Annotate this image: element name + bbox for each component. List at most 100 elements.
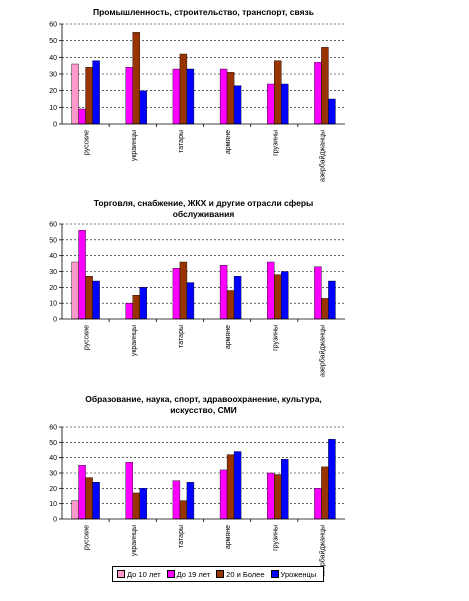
bar [71, 500, 79, 520]
chart-title: Образование, наука, спорт, здравоохранен… [85, 394, 322, 404]
legend-swatch [270, 570, 279, 578]
category-label: украинцы [131, 325, 138, 356]
category-label: азербайджанцы [318, 130, 326, 182]
category-label: украинцы [131, 525, 138, 556]
bar [274, 474, 282, 520]
y-tick-label: 60 [49, 222, 57, 229]
category-label: татары [178, 325, 185, 348]
bar [233, 85, 242, 125]
bar [179, 261, 188, 320]
y-tick-label: 60 [49, 425, 57, 432]
bar [267, 261, 275, 320]
bar [281, 83, 289, 125]
y-tick-label: 0 [53, 122, 57, 129]
category-label: грузины [272, 525, 279, 551]
category-label: русские [84, 525, 91, 550]
y-tick-label: 20 [49, 88, 57, 95]
category-label: украинцы [131, 130, 138, 161]
bar [85, 67, 93, 125]
bar [219, 264, 228, 320]
bar [92, 482, 100, 520]
y-tick-label: 40 [49, 253, 57, 260]
bar [172, 68, 181, 125]
y-tick-label: 30 [49, 72, 57, 79]
bar [92, 60, 100, 125]
category-label: татары [178, 525, 185, 548]
legend-swatch [216, 570, 225, 578]
bar [179, 500, 188, 520]
bar [125, 302, 133, 320]
bar [314, 266, 322, 320]
y-tick-label: 50 [49, 38, 57, 45]
chart-title: Промышленность, строительство, транспорт… [93, 7, 314, 17]
category-label: русские [84, 130, 91, 155]
bar [267, 472, 275, 520]
bar [281, 271, 289, 320]
chart-title: Торговля, снабжение, ЖКХ и другие отрасл… [94, 198, 314, 208]
y-tick-label: 50 [49, 237, 57, 244]
legend-item-20-plus: 20 и Более [216, 569, 265, 579]
bar [267, 83, 275, 125]
legend-item-natives: Уроженцы [270, 569, 317, 579]
bar [186, 482, 195, 520]
bar [314, 488, 322, 520]
bar [219, 68, 228, 125]
y-tick-label: 0 [53, 517, 57, 524]
bar [226, 454, 235, 520]
bar [281, 459, 289, 520]
bar [85, 276, 93, 320]
y-tick-label: 20 [49, 285, 57, 292]
bar [139, 287, 147, 320]
bar [186, 282, 195, 320]
y-tick-label: 40 [49, 455, 57, 462]
bar [233, 276, 242, 320]
legend: До 10 лет До 19 лет 20 и Более Уроженцы [112, 566, 325, 582]
category-label: азербайджанцы [318, 325, 326, 377]
chart-title: обслуживания [173, 209, 235, 219]
bar [219, 469, 228, 520]
bar [226, 290, 235, 320]
category-label: азербайджанцы [318, 525, 326, 577]
bar [132, 492, 140, 520]
y-tick-label: 40 [49, 55, 57, 62]
bar [328, 280, 336, 320]
bar [233, 451, 242, 520]
category-label: армяне [225, 325, 232, 349]
category-label: армяне [225, 130, 232, 154]
bar [132, 295, 140, 320]
legend-label: До 10 лет [127, 569, 161, 579]
bar [328, 439, 336, 520]
bar [78, 230, 86, 320]
y-tick-label: 0 [53, 317, 57, 324]
bar [132, 32, 140, 125]
bar [71, 63, 79, 125]
chart-1: Промышленность, строительство, транспорт… [49, 7, 345, 182]
bar [172, 480, 181, 520]
legend-item-under-19: До 19 лет [166, 569, 211, 579]
category-label: русские [84, 325, 91, 350]
bar [78, 465, 86, 520]
bar [328, 98, 336, 125]
chart-3: Образование, наука, спорт, здравоохранен… [49, 394, 345, 577]
bar [139, 90, 147, 125]
legend-label: Уроженцы [280, 569, 317, 579]
bar [274, 60, 282, 125]
bar [321, 298, 329, 320]
bar [139, 488, 147, 520]
y-tick-label: 10 [49, 105, 57, 112]
y-tick-label: 30 [49, 269, 57, 276]
bar [321, 47, 329, 125]
legend-label: До 19 лет [176, 569, 211, 579]
bar [78, 108, 86, 125]
bar [125, 67, 133, 125]
bar [186, 68, 195, 125]
bar [85, 477, 93, 520]
legend-label: 20 и Более [226, 569, 265, 579]
y-tick-label: 20 [49, 486, 57, 493]
bar [92, 280, 100, 320]
legend-swatch [117, 570, 125, 578]
y-tick-label: 10 [49, 301, 57, 308]
bar [321, 466, 329, 520]
chart-title: искусство, СМИ [170, 405, 237, 415]
